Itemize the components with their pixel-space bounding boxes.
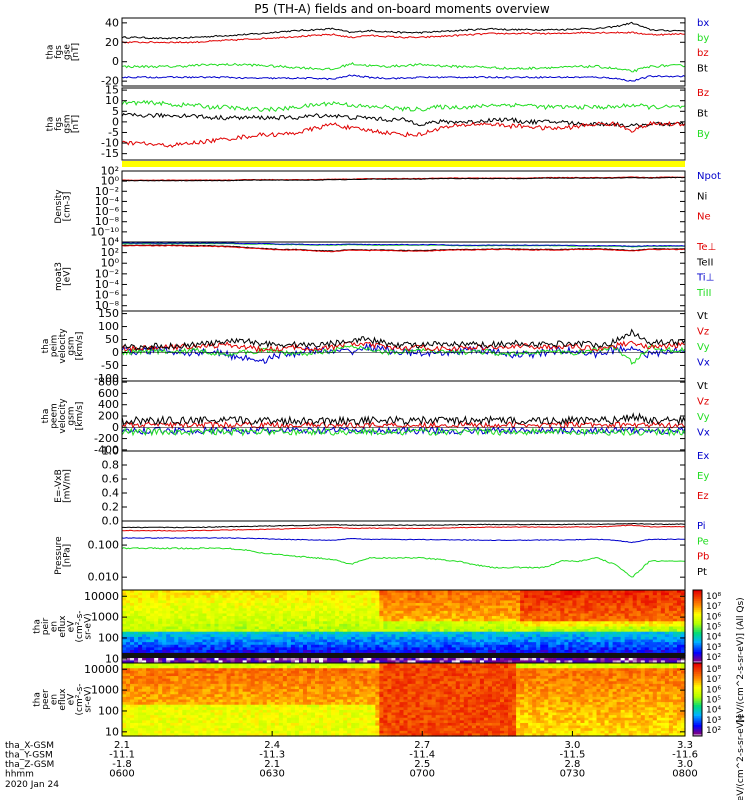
legend-Vx: Vx — [697, 358, 710, 369]
series-line-By — [122, 101, 685, 112]
y-tick-label: -50 — [101, 359, 119, 372]
y-tick-label: 0.0 — [102, 515, 120, 528]
panel-frame — [122, 242, 685, 311]
legend-Ex: Ex — [697, 451, 709, 462]
series-line-Ni — [122, 177, 685, 181]
legend-Bz: Bz — [697, 88, 709, 99]
series-line-Pi — [122, 538, 685, 543]
y-axis-label: [nT] — [71, 43, 81, 61]
legend-Pi: Pi — [697, 521, 706, 532]
y-tick-label: 50 — [105, 333, 119, 346]
y-tick-label: 0.8 — [102, 459, 120, 472]
y-tick-label: 0.100 — [88, 539, 120, 552]
legend-Npot: Npot — [697, 171, 721, 182]
legend-Vt: Vt — [697, 381, 708, 392]
panel-frame — [122, 521, 685, 590]
panel-frame — [122, 171, 685, 242]
y-tick-label: -15 — [101, 147, 119, 160]
y-tick-label: 0.2 — [102, 501, 120, 514]
legend-bz: bz — [697, 48, 709, 59]
plot-title: P5 (TH-A) fields and on-board moments ov… — [254, 2, 550, 16]
series-line-Bt — [122, 114, 685, 128]
legend-Te⊥: Te⊥ — [696, 242, 716, 253]
legend-TeII: TeII — [696, 257, 713, 268]
series-line-Pb — [122, 525, 685, 531]
legend-Vz: Vz — [697, 397, 709, 408]
legend-Vt: Vt — [697, 311, 708, 322]
legend-Pe: Pe — [697, 536, 709, 547]
availability-bar — [122, 161, 685, 167]
spectrogram-dark-band — [122, 653, 685, 658]
y-tick-label: 10000 — [84, 590, 119, 603]
y-tick-label: 0 — [112, 346, 119, 359]
y-tick-label: 0.6 — [102, 473, 120, 486]
legend-Ne: Ne — [697, 212, 711, 223]
legend-Vy: Vy — [697, 342, 710, 353]
legend-Pb: Pb — [697, 552, 709, 563]
legend-Ey: Ey — [697, 471, 709, 482]
y-tick-label: 100 — [98, 320, 119, 333]
y-tick-label: 20 — [105, 36, 119, 49]
legend-Bt: Bt — [697, 63, 708, 74]
y-axis-label: [km/s] — [75, 402, 85, 431]
series-line-Pe — [122, 548, 685, 577]
y-tick-label: 150 — [98, 307, 119, 320]
y-axis-label: [nT] — [71, 115, 81, 133]
y-tick-label: 40 — [105, 16, 119, 29]
y-tick-label: 0.4 — [102, 487, 120, 500]
y-axis-label: [eV] — [62, 267, 72, 286]
y-axis-label: [nPa] — [62, 544, 72, 567]
y-axis-label: [cm-3] — [62, 192, 72, 222]
legend-Bt: Bt — [697, 109, 708, 120]
legend-by: by — [697, 33, 709, 44]
y-axis-label: [mV/m] — [62, 469, 72, 503]
y-tick-label: 0 — [112, 55, 119, 68]
legend-Vz: Vz — [697, 327, 709, 338]
series-line-bx — [122, 75, 685, 81]
panel-frame — [122, 451, 685, 521]
legend-Vx: Vx — [697, 428, 710, 439]
legend-bx: bx — [697, 18, 709, 29]
y-tick-label: 0.010 — [88, 571, 120, 584]
series-line-by — [122, 63, 685, 72]
y-tick-label: 1000 — [91, 611, 119, 624]
series-line-Bt — [122, 22, 685, 39]
y-axis-label: sr-eV) — [84, 613, 94, 639]
y-tick-label: 1.0 — [102, 445, 120, 458]
y-axis-label: [km/s] — [75, 332, 85, 361]
legend-Ez: Ez — [697, 491, 709, 502]
legend-Ti⊥: Ti⊥ — [696, 273, 714, 284]
y-tick-label: 100 — [98, 631, 119, 644]
spectrogram-electron — [122, 663, 686, 737]
legend-TiII: TiII — [696, 288, 711, 299]
legend-Ni: Ni — [697, 191, 707, 202]
legend-Vy: Vy — [697, 412, 710, 423]
legend-Pt: Pt — [697, 567, 707, 578]
panel-frame — [122, 381, 685, 451]
spectrogram-ion — [122, 590, 686, 664]
legend-By: By — [697, 129, 710, 140]
